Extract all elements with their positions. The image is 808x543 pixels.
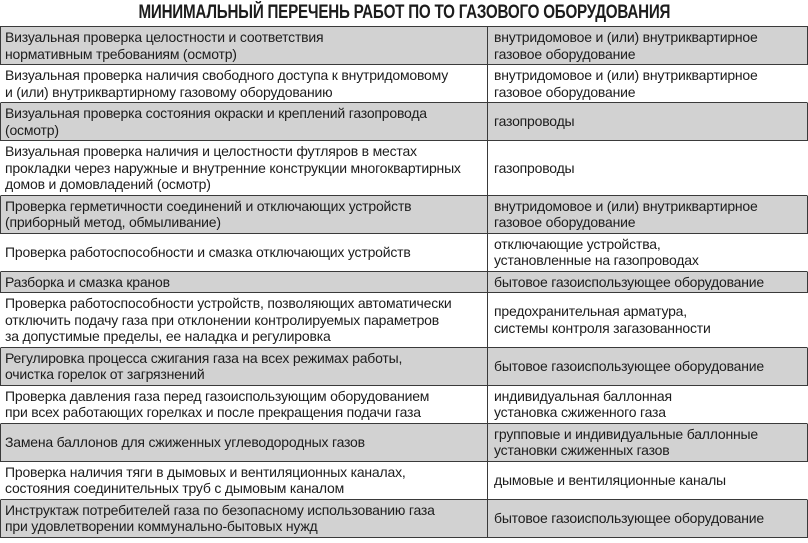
work-text: Визуальная проверка целостности и соотве… xyxy=(5,29,324,62)
table-row: Проверка работоспособности и смазка откл… xyxy=(0,233,808,272)
work-cell: Разборка и смазка кранов xyxy=(1,271,488,292)
equipment-text: групповые и индивидуальные баллонные уст… xyxy=(494,425,758,459)
work-cell: Проверка герметичности соединений и откл… xyxy=(1,195,488,233)
equipment-cell: газопроводы xyxy=(488,103,807,140)
equipment-cell: бытовое газоиспользующее оборудование xyxy=(488,500,807,537)
table-row: Регулировка процесса сжигания газа на вс… xyxy=(0,347,808,386)
equipment-text: бытовое газоиспользующее оборудование xyxy=(494,273,764,290)
table-row: Замена баллонов для сжиженных углеводоро… xyxy=(0,423,808,462)
equipment-cell: внутридомовое и (или) внутриквартирное г… xyxy=(488,27,807,64)
table-row: Визуальная проверка состояния окраски и … xyxy=(0,103,808,141)
equipment-text: газопроводы xyxy=(494,113,575,130)
work-cell: Проверка наличия тяги в дымовых и вентил… xyxy=(1,461,488,499)
equipment-cell: отключающие устройства, установленные на… xyxy=(488,234,807,271)
work-cell: Регулировка процесса сжигания газа на вс… xyxy=(1,347,488,385)
work-cell: Визуальная проверка целостности и соотве… xyxy=(1,27,488,64)
equipment-text: внутридомовое и (или) внутриквартирное г… xyxy=(494,197,758,231)
equipment-cell: внутридомовое и (или) внутриквартирное г… xyxy=(488,65,807,102)
equipment-text: дымовые и вентиляционные каналы xyxy=(494,471,726,488)
work-cell: Проверка давления газа перед газоиспольз… xyxy=(1,385,488,423)
work-text: Регулировка процесса сжигания газа на вс… xyxy=(5,349,403,383)
table-row: Визуальная проверка наличия и целостност… xyxy=(0,141,808,196)
work-cell: Визуальная проверка наличия и целостност… xyxy=(1,141,488,195)
equipment-cell: групповые и индивидуальные баллонные уст… xyxy=(488,424,807,461)
work-cell: Визуальная проверка наличия свободного д… xyxy=(1,65,488,102)
work-text: Инструктаж потребителей газа по безопасн… xyxy=(5,501,435,535)
work-text: Разборка и смазка кранов xyxy=(5,273,170,290)
work-cell: Проверка работоспособности и смазка откл… xyxy=(1,233,488,271)
work-text: Проверка работоспособности и смазка откл… xyxy=(5,243,411,260)
work-cell: Визуальная проверка состояния окраски и … xyxy=(1,103,488,140)
table-row: Проверка наличия тяги в дымовых и вентил… xyxy=(0,461,808,500)
table-row: Проверка работоспособности устройств, по… xyxy=(0,293,808,348)
equipment-text: бытовое газоиспользующее оборудование xyxy=(494,357,764,374)
equipment-cell: предохранительная арматура, системы конт… xyxy=(488,293,807,347)
work-text: Проверка давления газа перед газоиспольз… xyxy=(5,387,430,421)
equipment-cell: бытовое газоиспользующее оборудование xyxy=(488,348,807,385)
table-row: Визуальная проверка наличия свободного д… xyxy=(0,65,808,103)
equipment-text: газопроводы xyxy=(494,159,575,176)
table-row: Проверка давления газа перед газоиспольз… xyxy=(0,385,808,424)
work-text: Проверка герметичности соединений и откл… xyxy=(5,197,412,231)
work-text: Визуальная проверка наличия свободного д… xyxy=(5,67,449,100)
page-title: МИНИМАЛЬНЫЙ ПЕРЕЧЕНЬ РАБОТ ПО ТО ГАЗОВОГ… xyxy=(0,0,808,26)
table-row: Инструктаж потребителей газа по безопасн… xyxy=(0,499,808,538)
page-title-text: МИНИМАЛЬНЫЙ ПЕРЕЧЕНЬ РАБОТ ПО ТО ГАЗОВОГ… xyxy=(138,2,670,23)
work-cell: Проверка работоспособности устройств, по… xyxy=(1,293,488,347)
work-text: Замена баллонов для сжиженных углеводоро… xyxy=(5,433,365,450)
equipment-text: внутридомовое и (или) внутриквартирное г… xyxy=(494,29,758,62)
table-row: Разборка и смазка кранов бытовое газоиспо… xyxy=(0,271,808,293)
equipment-text: предохранительная арматура, системы конт… xyxy=(494,303,711,336)
equipment-text: индивидуальная баллонная установка сжиже… xyxy=(494,387,672,421)
work-text: Визуальная проверка состояния окраски и … xyxy=(5,105,427,138)
equipment-text: бытовое газоиспользующее оборудование xyxy=(494,509,764,526)
equipment-cell: внутридомовое и (или) внутриквартирное г… xyxy=(488,196,807,233)
table-row: Визуальная проверка целостности и соотве… xyxy=(0,27,808,65)
work-text: Проверка работоспособности устройств, по… xyxy=(5,295,452,344)
equipment-cell: бытовое газоиспользующее оборудование xyxy=(488,272,807,293)
work-text: Проверка наличия тяги в дымовых и вентил… xyxy=(5,463,406,497)
work-cell: Инструктаж потребителей газа по безопасн… xyxy=(1,499,488,537)
work-cell: Замена баллонов для сжиженных углеводоро… xyxy=(1,423,488,461)
equipment-cell: газопроводы xyxy=(488,141,807,195)
work-text: Визуальная проверка наличия и целостност… xyxy=(5,143,461,192)
equipment-cell: индивидуальная баллонная установка сжиже… xyxy=(488,386,807,423)
maintenance-table: Визуальная проверка целостности и соотве… xyxy=(0,26,808,538)
equipment-text: отключающие устройства, установленные на… xyxy=(494,235,699,269)
equipment-text: внутридомовое и (или) внутриквартирное г… xyxy=(494,67,758,100)
equipment-cell: дымовые и вентиляционные каналы xyxy=(488,462,807,499)
table-row: Проверка герметичности соединений и откл… xyxy=(0,195,808,234)
